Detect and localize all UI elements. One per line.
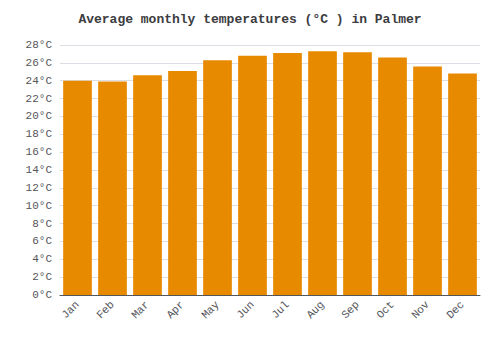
svg-text:Jun: Jun <box>234 299 256 321</box>
svg-text:May: May <box>199 298 222 321</box>
svg-text:28°C: 28°C <box>26 39 53 51</box>
svg-text:Mar: Mar <box>129 299 151 321</box>
svg-text:Sep: Sep <box>339 299 361 321</box>
svg-text:10°C: 10°C <box>26 200 53 212</box>
svg-text:0°C: 0°C <box>32 289 52 301</box>
svg-text:Nov: Nov <box>409 298 432 321</box>
svg-text:Dec: Dec <box>444 299 466 321</box>
svg-text:Average monthly temperatures (: Average monthly temperatures (°C ) in Pa… <box>78 12 421 27</box>
svg-text:16°C: 16°C <box>26 146 53 158</box>
svg-text:Apr: Apr <box>164 299 186 321</box>
svg-text:20°C: 20°C <box>26 110 53 122</box>
svg-text:Oct: Oct <box>374 299 396 321</box>
svg-text:Aug: Aug <box>304 299 326 321</box>
svg-text:12°C: 12°C <box>26 182 53 194</box>
svg-text:18°C: 18°C <box>26 128 53 140</box>
svg-text:24°C: 24°C <box>26 75 53 87</box>
svg-text:8°C: 8°C <box>32 218 52 230</box>
svg-text:14°C: 14°C <box>26 164 53 176</box>
svg-text:2°C: 2°C <box>32 271 52 283</box>
svg-text:Jan: Jan <box>59 299 81 321</box>
svg-text:Jul: Jul <box>269 299 291 321</box>
svg-text:22°C: 22°C <box>26 93 53 105</box>
svg-text:6°C: 6°C <box>32 235 52 247</box>
svg-text:26°C: 26°C <box>26 57 53 69</box>
svg-text:4°C: 4°C <box>32 253 52 265</box>
svg-text:Feb: Feb <box>94 299 116 321</box>
